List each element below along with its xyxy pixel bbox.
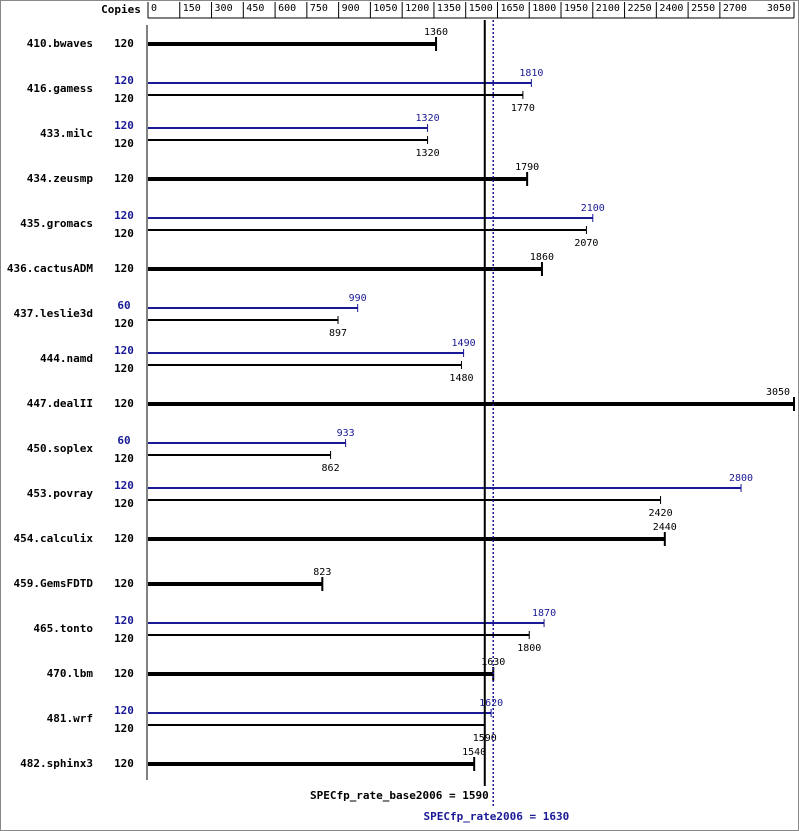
benchmark-name: 433.milc (40, 127, 93, 140)
peak-label: 1320 (416, 113, 440, 124)
base-label: 1800 (517, 643, 541, 654)
peak-label: 2800 (729, 473, 753, 484)
benchmark-name: 465.tonto (33, 622, 93, 635)
base-copies: 120 (114, 577, 134, 590)
base-copies: 120 (114, 137, 134, 150)
base-label: 823 (313, 567, 331, 578)
peak-copies: 120 (114, 209, 134, 222)
x-tick-label: 900 (342, 3, 360, 14)
copies-header: Copies (101, 3, 141, 16)
peak-copies: 60 (117, 299, 130, 312)
benchmark-name: 444.namd (40, 352, 93, 365)
peak-label: 933 (337, 428, 355, 439)
base-copies: 120 (114, 632, 134, 645)
peak-label: 1620 (479, 698, 503, 709)
peak-label: 990 (349, 293, 367, 304)
benchmark-name: 482.sphinx3 (20, 757, 93, 770)
base-copies: 120 (114, 667, 134, 680)
x-tick-label: 0 (151, 3, 157, 14)
peak-label: 2100 (581, 203, 605, 214)
peak-summary-label: SPECfp_rate2006 = 1630 (424, 810, 570, 823)
x-tick-label: 600 (278, 3, 296, 14)
x-tick-label: 1350 (437, 3, 461, 14)
base-label: 2070 (574, 238, 598, 249)
peak-copies: 120 (114, 614, 134, 627)
peak-copies: 120 (114, 119, 134, 132)
x-tick-label: 150 (183, 3, 201, 14)
benchmark-name: 434.zeusmp (27, 172, 94, 185)
benchmark-name: 436.cactusADM (7, 262, 93, 275)
base-label: 1480 (449, 373, 473, 384)
peak-copies: 60 (117, 434, 130, 447)
benchmark-name: 481.wrf (47, 712, 93, 725)
x-tick-label: 1050 (373, 3, 397, 14)
benchmark-name: 437.leslie3d (14, 307, 93, 320)
benchmark-name: 410.bwaves (27, 37, 93, 50)
base-label: 1770 (511, 103, 535, 114)
x-tick-label: 2100 (596, 3, 620, 14)
base-copies: 120 (114, 37, 134, 50)
x-tick-label: 1650 (500, 3, 524, 14)
base-copies: 120 (114, 317, 134, 330)
x-tick-label: 450 (246, 3, 264, 14)
x-tick-label: 2700 (723, 3, 747, 14)
benchmark-name: 416.gamess (27, 82, 93, 95)
base-copies: 120 (114, 397, 134, 410)
base-label: 897 (329, 328, 347, 339)
x-tick-label: 750 (310, 3, 328, 14)
base-label: 862 (322, 463, 340, 474)
benchmark-name: 453.povray (27, 487, 94, 500)
x-tick-label: 3050 (767, 3, 791, 14)
benchmark-name: 470.lbm (47, 667, 94, 680)
base-label: 1860 (530, 252, 554, 263)
x-tick-label: 1500 (469, 3, 493, 14)
base-copies: 120 (114, 497, 134, 510)
benchmark-name: 450.soplex (27, 442, 94, 455)
peak-copies: 120 (114, 479, 134, 492)
base-copies: 120 (114, 362, 134, 375)
base-copies: 120 (114, 227, 134, 240)
base-copies: 120 (114, 757, 134, 770)
base-label: 1320 (416, 148, 440, 159)
x-tick-label: 1200 (405, 3, 429, 14)
x-tick-label: 1800 (532, 3, 556, 14)
base-label: 1540 (462, 747, 486, 758)
x-tick-label: 1950 (564, 3, 588, 14)
base-label: 3050 (766, 387, 790, 398)
base-copies: 120 (114, 92, 134, 105)
benchmark-name: 454.calculix (14, 532, 94, 545)
x-tick-label: 300 (215, 3, 233, 14)
x-tick-label: 2250 (628, 3, 652, 14)
peak-label: 1810 (519, 68, 543, 79)
base-label: 2420 (649, 508, 673, 519)
peak-copies: 120 (114, 344, 134, 357)
benchmark-name: 459.GemsFDTD (14, 577, 94, 590)
base-summary-label: SPECfp_rate_base2006 = 1590 (310, 789, 489, 802)
base-copies: 120 (114, 262, 134, 275)
peak-copies: 120 (114, 74, 134, 87)
base-copies: 120 (114, 452, 134, 465)
benchmark-name: 447.dealII (27, 397, 93, 410)
base-copies: 120 (114, 532, 134, 545)
peak-label: 1870 (532, 608, 556, 619)
base-label: 2440 (653, 522, 677, 533)
peak-label: 1490 (452, 338, 476, 349)
benchmark-name: 435.gromacs (20, 217, 93, 230)
base-copies: 120 (114, 722, 134, 735)
base-label: 1360 (424, 27, 448, 38)
x-tick-label: 2550 (691, 3, 715, 14)
base-copies: 120 (114, 172, 134, 185)
peak-copies: 120 (114, 704, 134, 717)
base-label: 1630 (481, 657, 505, 668)
x-tick-label: 2400 (659, 3, 683, 14)
base-label: 1790 (515, 162, 539, 173)
